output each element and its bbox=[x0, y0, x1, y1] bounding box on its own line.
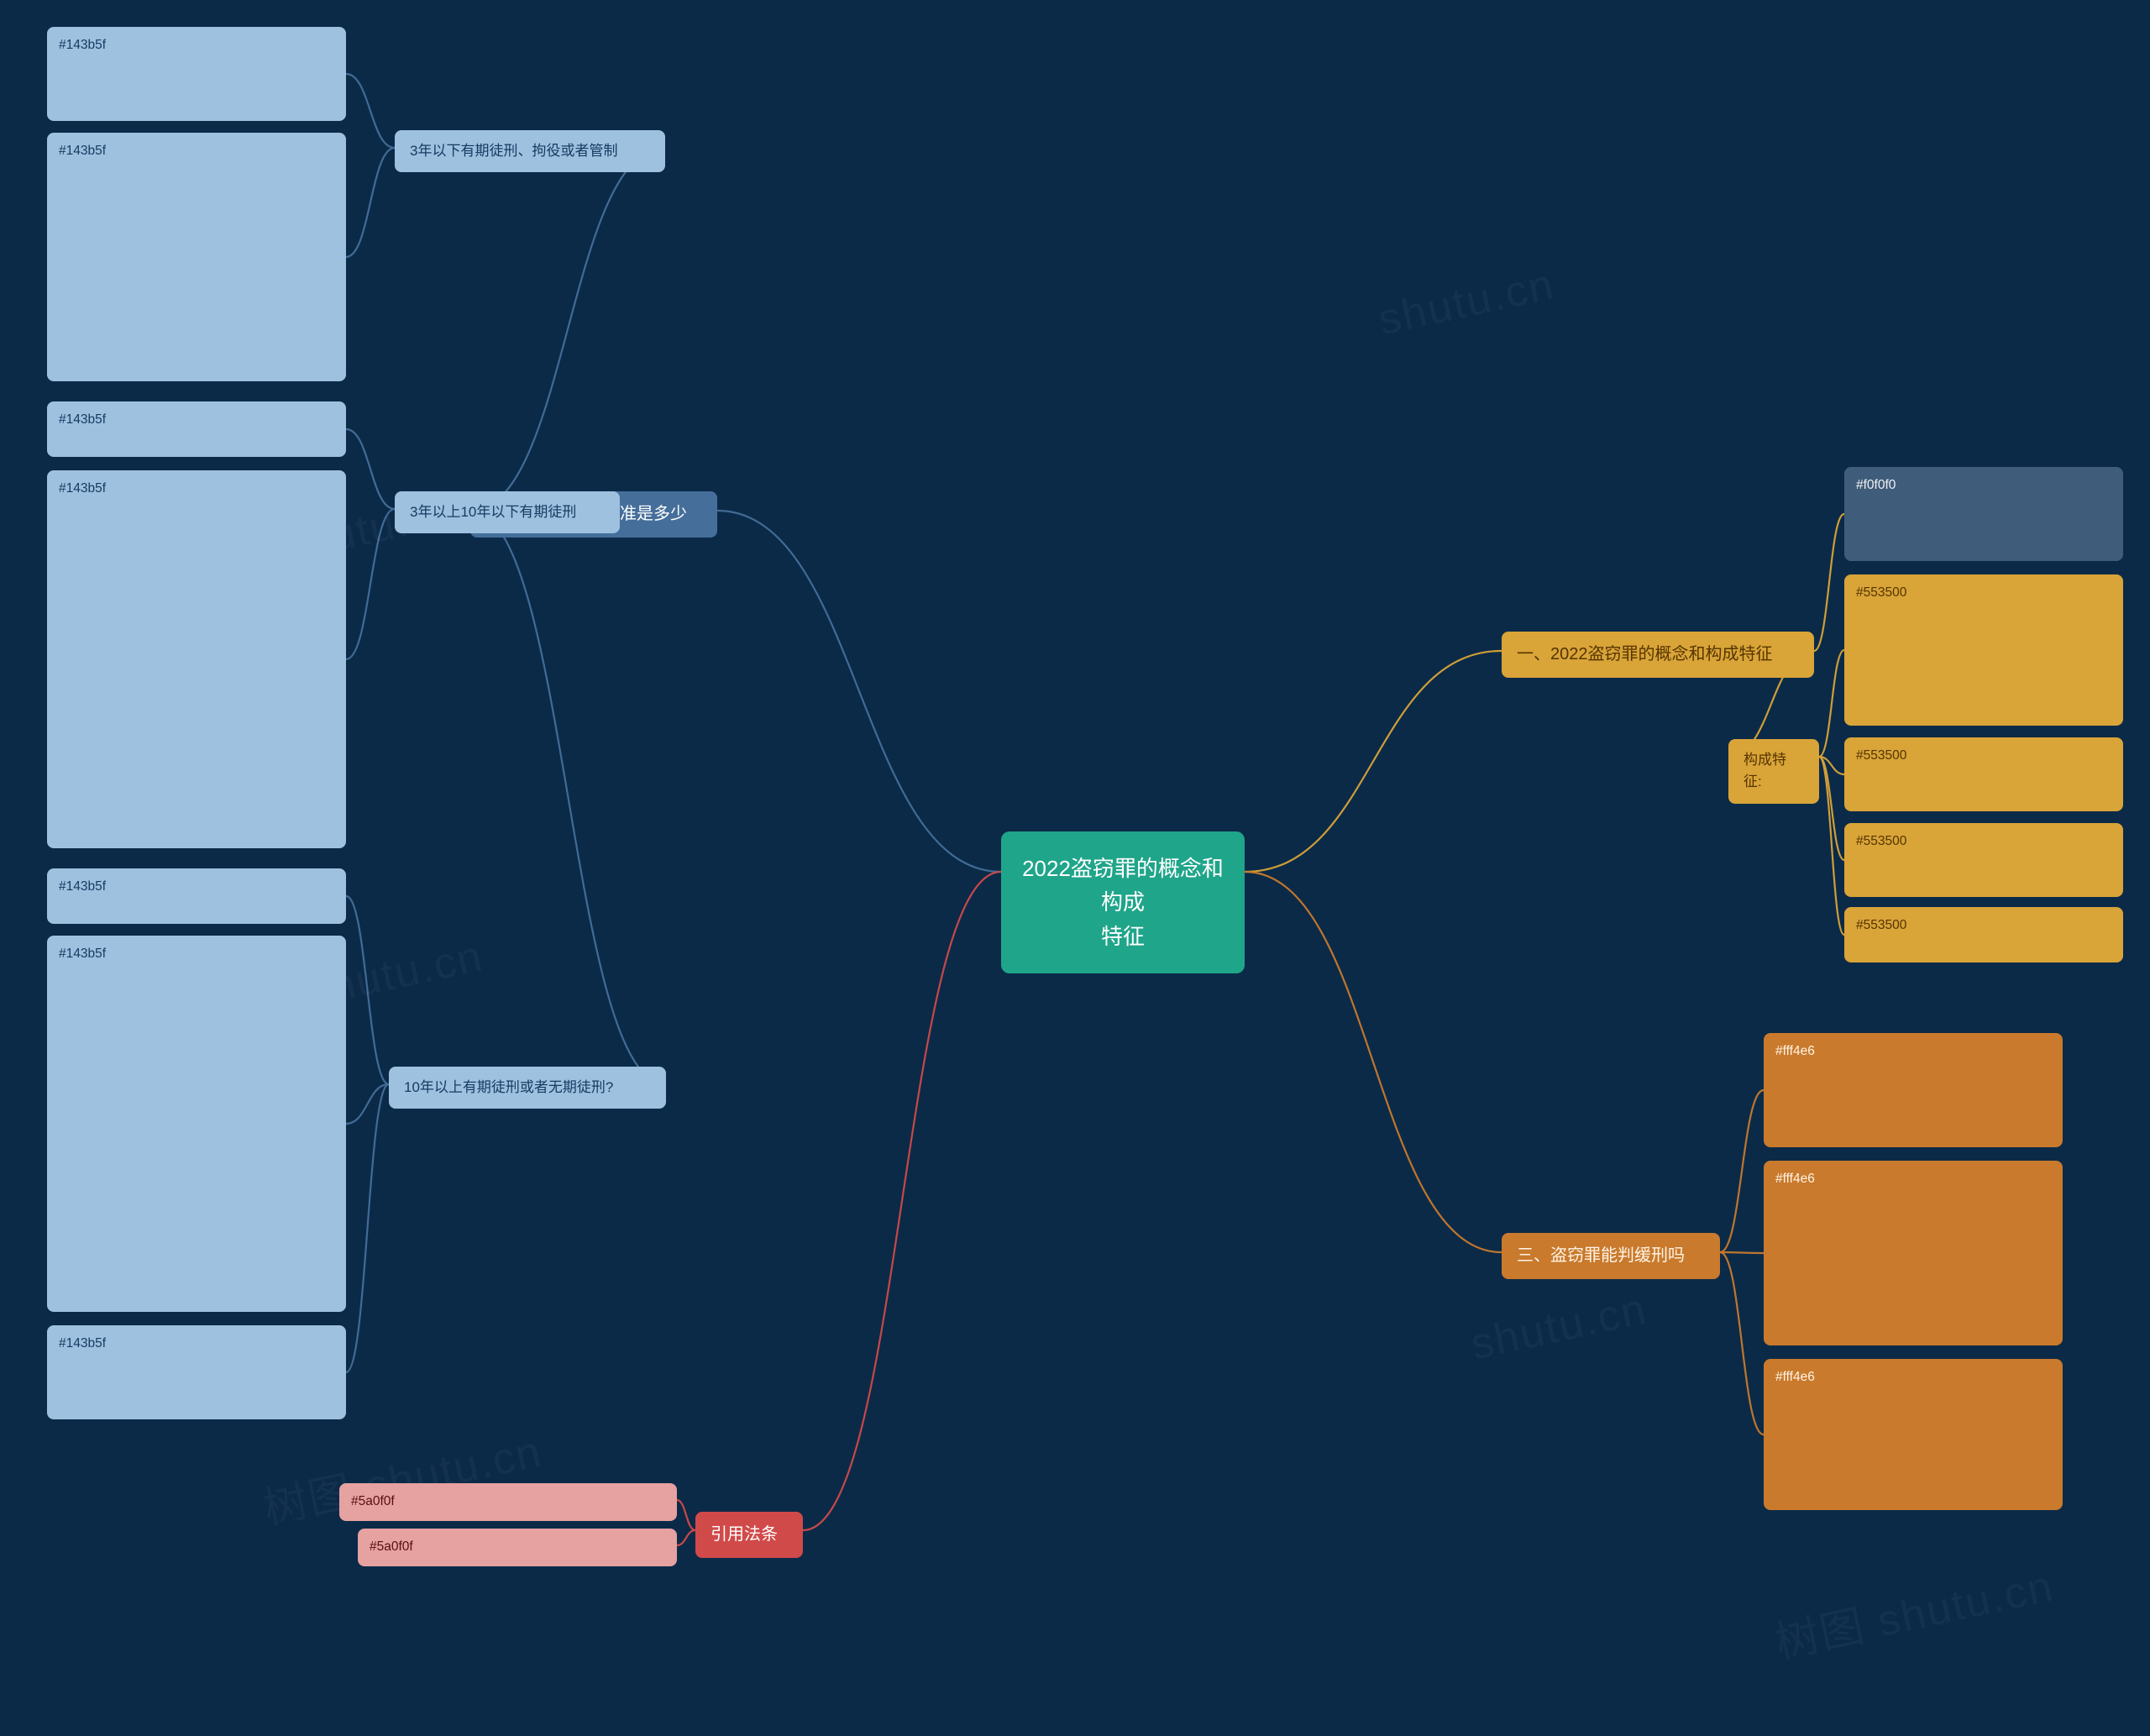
branch-b2n1: 3年以下有期徒刑、拘役或者管制 bbox=[395, 130, 665, 172]
leaf-b2n2a: #143b5f bbox=[47, 401, 346, 457]
leaf-b2n2b: #143b5f bbox=[47, 470, 346, 848]
branch-b3: 三、盗窃罪能判缓刑吗 bbox=[1502, 1233, 1720, 1279]
leaf-b2n3b: #143b5f bbox=[47, 936, 346, 1312]
leaf-b1n2c: #553500 bbox=[1844, 823, 2123, 897]
branch-b4: 引用法条 bbox=[695, 1512, 803, 1558]
leaf-b2n1a: #143b5f bbox=[47, 27, 346, 121]
leaf-b3n2: #fff4e6 bbox=[1764, 1161, 2063, 1345]
leaf-b3n1: #fff4e6 bbox=[1764, 1033, 2063, 1147]
leaf-b2n3a: #143b5f bbox=[47, 868, 346, 924]
branch-b1: 一、2022盗窃罪的概念和构成特征 bbox=[1502, 632, 1814, 678]
branch-b1n2: 构成特征: bbox=[1728, 739, 1819, 804]
leaf-b2n3c: #143b5f bbox=[47, 1325, 346, 1419]
leaf-b2n1b: #143b5f bbox=[47, 133, 346, 381]
leaf-b1n2a: #553500 bbox=[1844, 574, 2123, 726]
leaf-b3n3: #fff4e6 bbox=[1764, 1359, 2063, 1510]
branch-b2n2: 3年以上10年以下有期徒刑 bbox=[395, 491, 620, 533]
leaf-b1n1: #f0f0f0 bbox=[1844, 467, 2123, 561]
leaf-b4n1: #5a0f0f bbox=[339, 1483, 677, 1521]
leaf-b1n2b: #553500 bbox=[1844, 737, 2123, 811]
root-node: 2022盗窃罪的概念和构成特征 bbox=[1001, 831, 1245, 973]
leaf-b4n2: #5a0f0f bbox=[358, 1529, 677, 1566]
leaf-b1n2d: #553500 bbox=[1844, 907, 2123, 962]
branch-b2n3: 10年以上有期徒刑或者无期徒刑? bbox=[389, 1067, 666, 1109]
